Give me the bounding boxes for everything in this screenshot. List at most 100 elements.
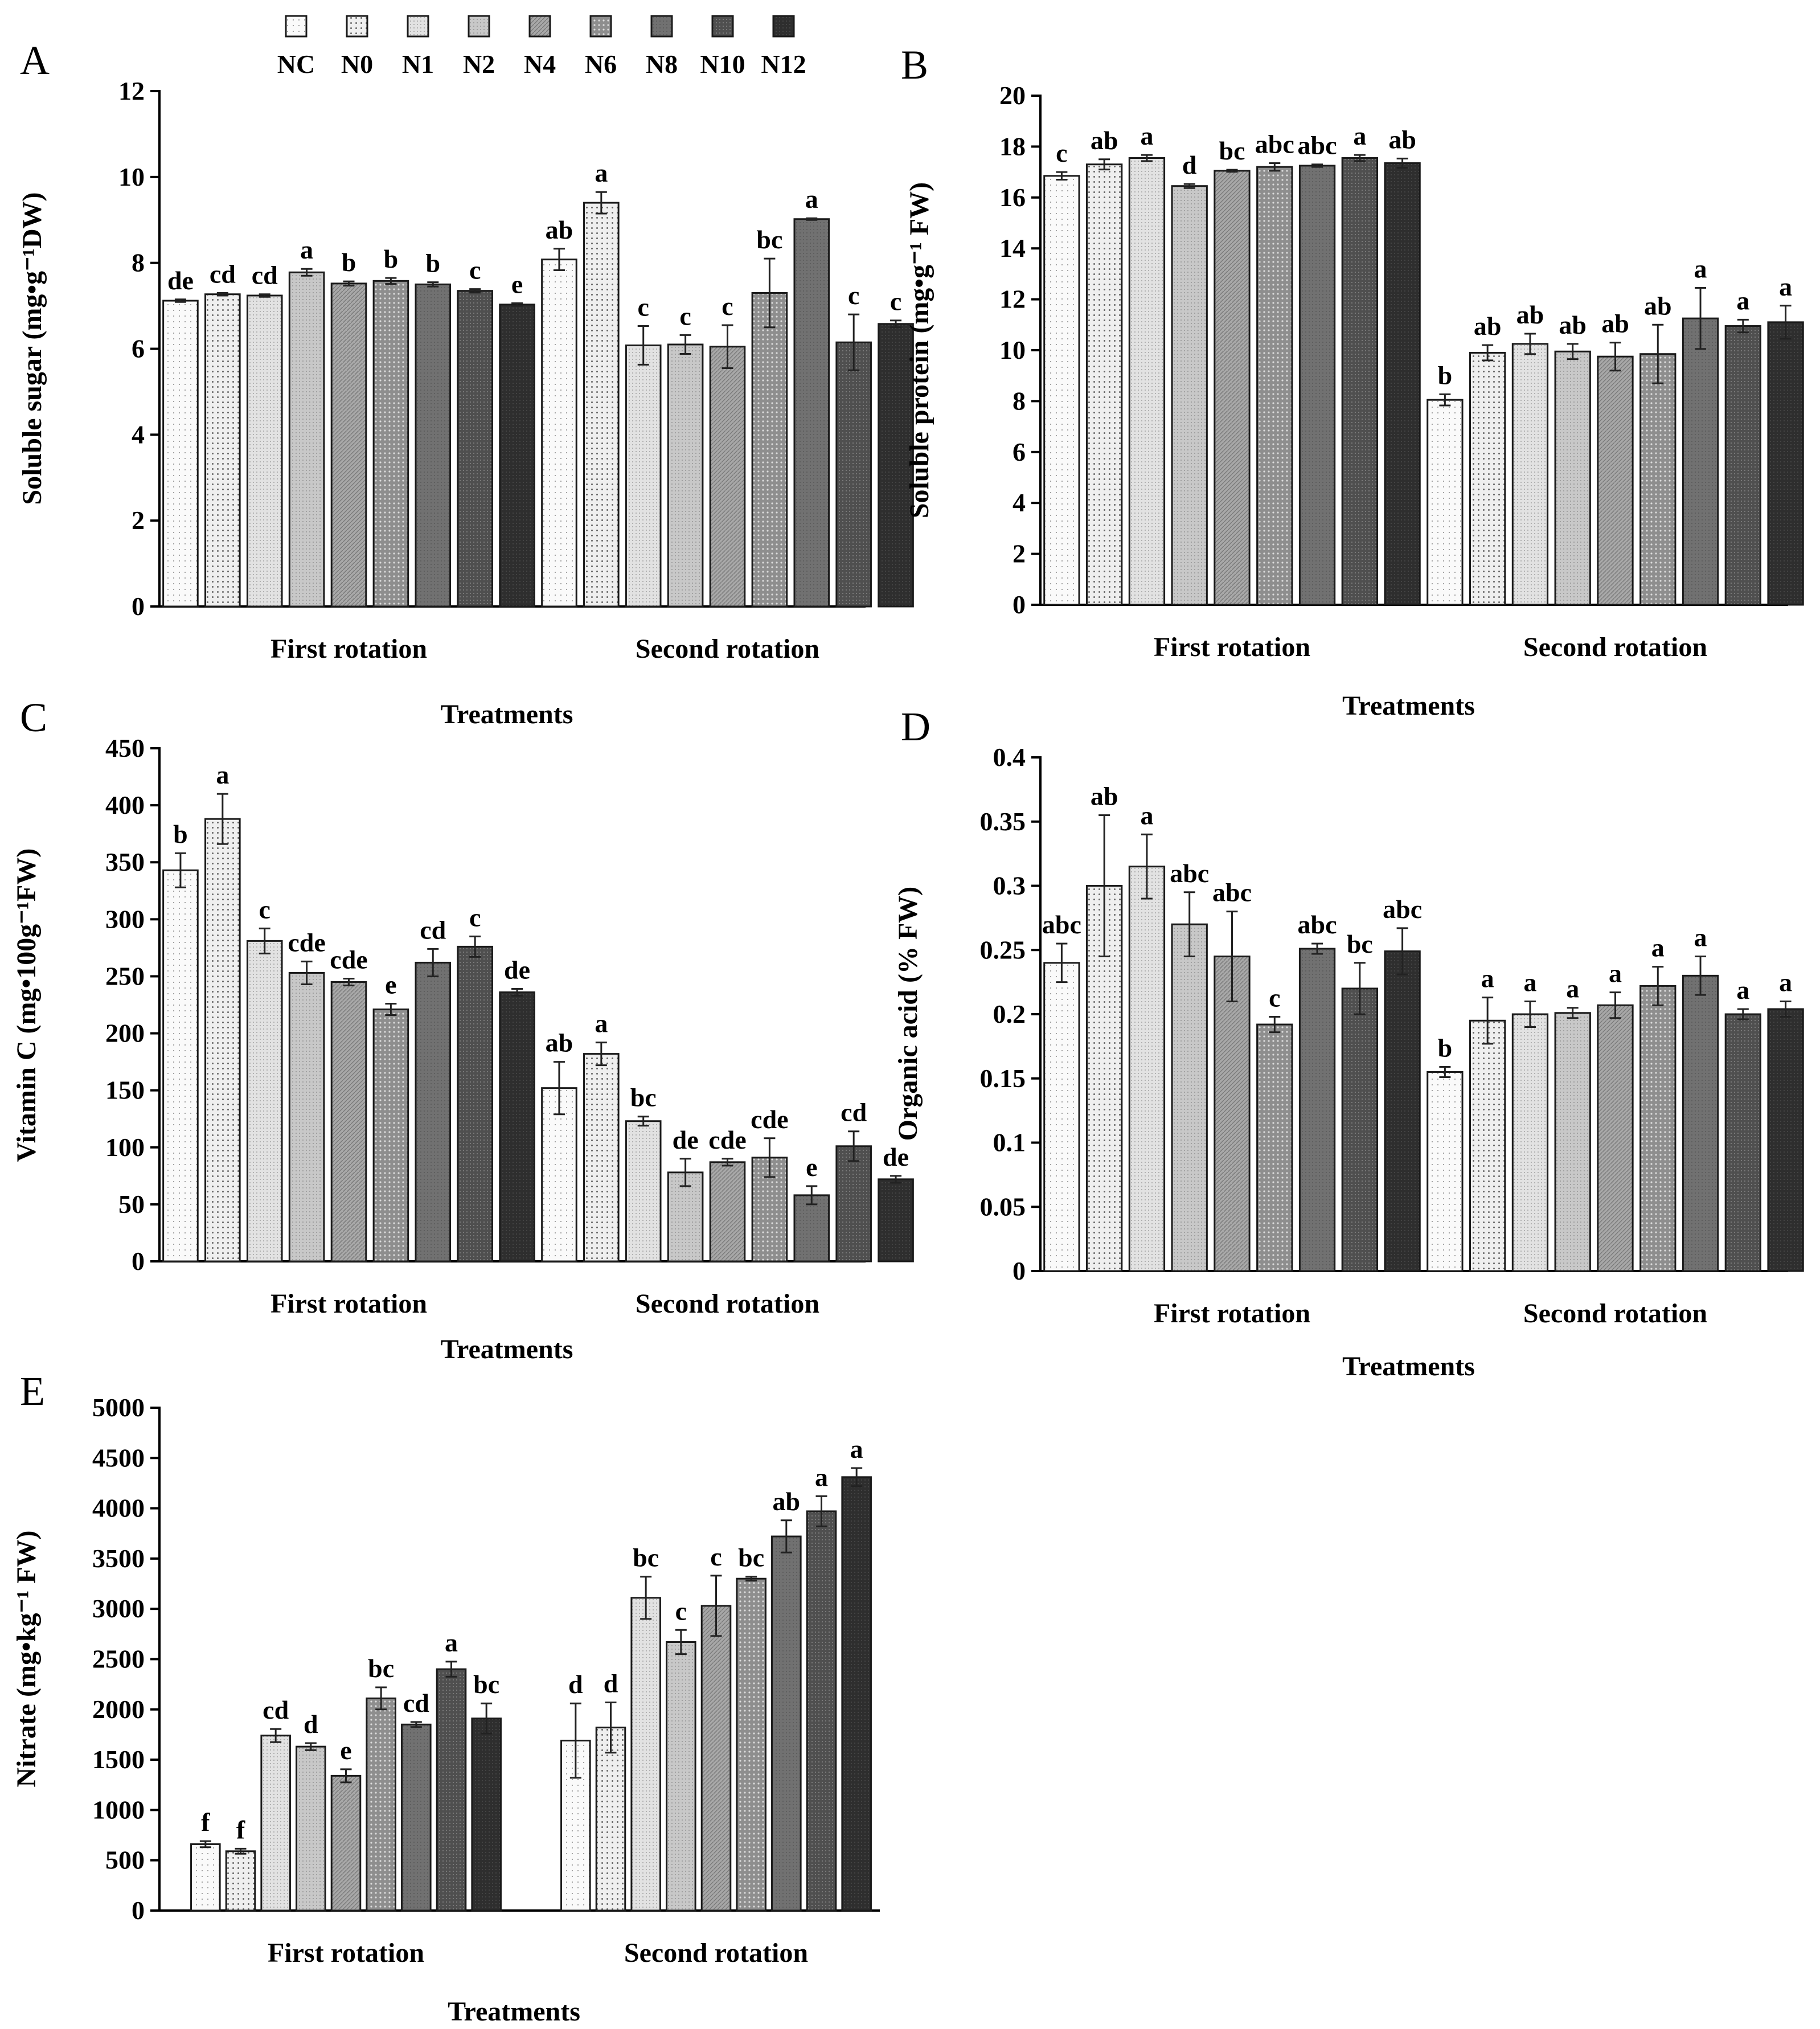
bar-d-first-n2: [1171, 923, 1208, 1272]
bar-c-second-n10: [835, 1145, 872, 1263]
bar-d-second-n8: [1682, 974, 1719, 1272]
bar-e-first-n8: [401, 1723, 432, 1912]
legend-swatch-n1: [407, 15, 429, 38]
bar-e-first-n4: [330, 1774, 362, 1912]
y-tick-label-d: 0.2: [993, 999, 1026, 1028]
y-tick-label-e: 2000: [92, 1695, 145, 1724]
significance-label-c: de: [673, 1125, 699, 1154]
significance-label-b: abc: [1298, 131, 1337, 160]
significance-label-d: a: [1694, 923, 1707, 952]
bar-c-first-n4: [330, 981, 367, 1263]
panel-e: E 0 500 1000 1500 2000 2500 3000 3500 4000 4500 500…: [11, 1368, 880, 2027]
significance-label-e: bc: [633, 1543, 659, 1572]
legend-label-n12: N12: [761, 50, 806, 79]
bar-c-first-n2: [288, 972, 325, 1263]
y-tick-label-b: 8: [1013, 386, 1026, 415]
y-tick-label-a: 8: [132, 248, 145, 277]
y-tick-label-d: 0.4: [993, 743, 1026, 772]
significance-label-e: e: [340, 1736, 351, 1765]
bar-a-second-n2: [667, 343, 704, 608]
panel-c: C 0 50 100 150 200 250 300 350 400 450 Vitamin C (m…: [11, 695, 914, 1364]
bar-a-first-n0: [204, 293, 241, 608]
legend-swatch-n6: [589, 15, 612, 38]
y-tick-label-b: 6: [1013, 437, 1026, 466]
bar-e-second-n0: [595, 1727, 626, 1912]
significance-label-a: c: [848, 281, 859, 310]
significance-label-e: cd: [403, 1688, 429, 1718]
significance-label-a: c: [638, 293, 649, 322]
bar-e-first-n1: [260, 1735, 291, 1912]
bar-d-second-n10: [1724, 1013, 1761, 1272]
significance-label-a: de: [167, 266, 194, 295]
bar-d-first-n10: [1341, 987, 1378, 1272]
significance-label-e: a: [815, 1462, 828, 1491]
significance-label-d: a: [1651, 933, 1665, 962]
group-label-a: First rotation: [270, 634, 427, 664]
y-tick-label-b: 18: [999, 132, 1026, 161]
bar-a-first-n6: [372, 280, 409, 608]
group-label-c: Second rotation: [636, 1289, 819, 1319]
bar-e-second-n12: [841, 1476, 872, 1912]
bar-e-second-n2: [666, 1641, 696, 1912]
bar-b-second-n8: [1682, 317, 1719, 606]
group-label-b: Second rotation: [1523, 632, 1707, 662]
y-tick-label-d: 0.1: [993, 1128, 1026, 1157]
significance-label-b: c: [1056, 138, 1067, 167]
y-tick-label-e: 0: [132, 1896, 145, 1925]
y-axis-title-c: Vitamin C (mg•100g⁻¹FW): [11, 849, 42, 1162]
bar-b-second-n4: [1597, 355, 1634, 606]
y-tick-label-e: 3000: [92, 1594, 145, 1623]
bar-d-first-nc: [1043, 962, 1080, 1272]
significance-label-d: bc: [1347, 929, 1373, 958]
significance-label-d: abc: [1212, 878, 1252, 907]
group-label-b: First rotation: [1154, 632, 1310, 662]
significance-label-a: ab: [546, 215, 573, 244]
y-tick-label-a: 10: [118, 162, 145, 191]
significance-label-a: c: [469, 256, 481, 285]
significance-label-e: d: [604, 1669, 618, 1698]
y-axis-title-b: Soluble protein (mg•g⁻¹ FW): [904, 182, 934, 518]
x-axis-title-d: Treatments: [1342, 1351, 1475, 1382]
legend-label-n1: N1: [402, 50, 434, 79]
bar-b-first-n10: [1341, 157, 1378, 606]
significance-label-c: cde: [708, 1125, 746, 1154]
panel-letter-d: D: [901, 704, 931, 749]
significance-label-a: a: [300, 235, 313, 264]
significance-label-b: d: [1182, 150, 1197, 179]
significance-label-b: ab: [1644, 291, 1672, 320]
bar-a-first-n12: [499, 304, 535, 608]
bar-e-first-nc: [190, 1843, 221, 1912]
legend-label-n2: N2: [463, 50, 495, 79]
bar-e-first-n2: [296, 1745, 326, 1912]
significance-label-d: a: [1609, 959, 1622, 988]
significance-label-c: cd: [420, 915, 446, 944]
legend-label-n6: N6: [585, 50, 617, 79]
significance-label-a: b: [425, 249, 440, 278]
bar-b-first-n2: [1171, 185, 1208, 606]
significance-label-b: ab: [1091, 126, 1118, 155]
bar-c-second-n1: [625, 1120, 662, 1263]
bar-d-first-n1: [1128, 866, 1166, 1272]
significance-label-c: a: [216, 760, 229, 789]
significance-label-d: ab: [1091, 781, 1118, 810]
x-axis-title-a: Treatments: [441, 699, 573, 729]
significance-label-c: c: [469, 903, 481, 932]
y-tick-label-c: 250: [105, 961, 145, 990]
significance-label-e: c: [710, 1542, 722, 1571]
bar-a-first-n1: [246, 294, 283, 608]
significance-label-d: a: [1566, 974, 1579, 1003]
bar-a-second-n4: [709, 346, 746, 608]
significance-label-b: ab: [1388, 125, 1416, 154]
bar-d-first-n8: [1298, 948, 1336, 1272]
bar-b-first-n1: [1128, 157, 1166, 606]
panel-letter-c: C: [20, 695, 47, 740]
bar-e-first-n6: [366, 1697, 396, 1912]
y-tick-label-d: 0.3: [993, 871, 1026, 900]
legend-swatch-n2: [468, 15, 490, 38]
significance-label-c: cde: [751, 1105, 788, 1134]
bar-d-second-n12: [1767, 1008, 1804, 1272]
bar-b-first-n4: [1214, 170, 1251, 606]
y-tick-label-c: 350: [105, 847, 145, 876]
y-tick-label-b: 20: [999, 81, 1026, 110]
legend-label-n10: N10: [700, 50, 745, 79]
